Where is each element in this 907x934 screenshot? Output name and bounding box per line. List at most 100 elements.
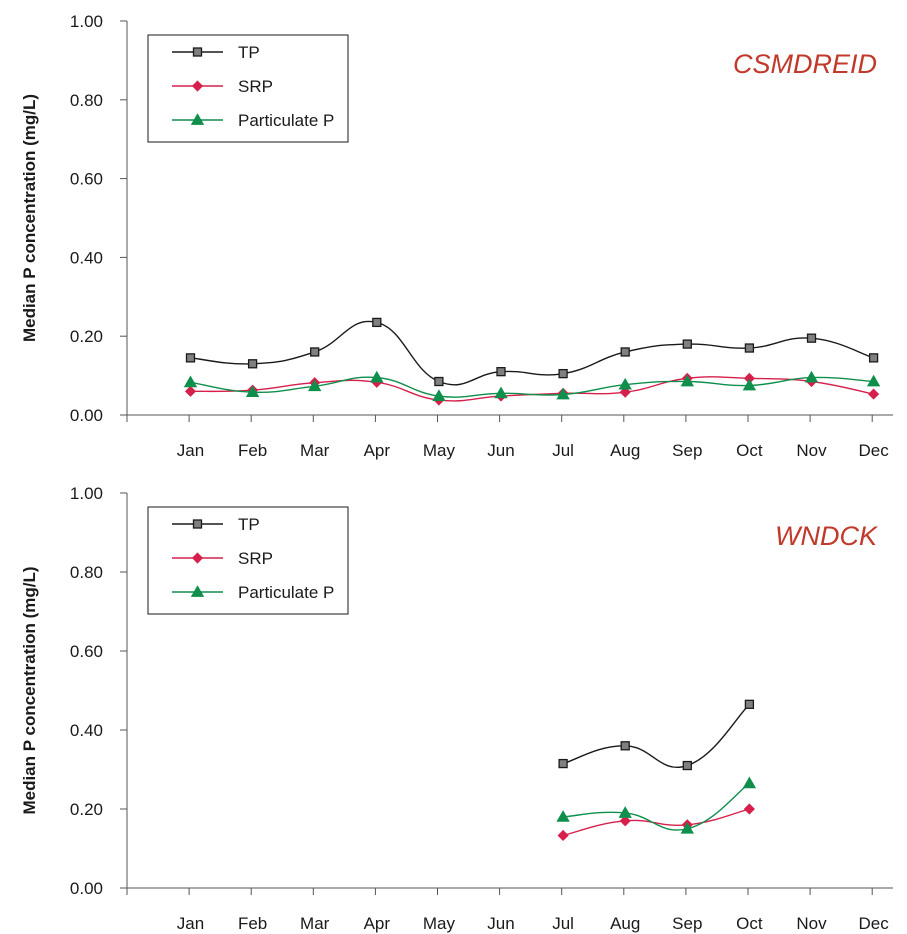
legend-label: SRP <box>238 77 273 96</box>
x-tick-label: Jun <box>487 441 514 460</box>
data-point <box>742 776 757 789</box>
data-point <box>494 386 508 399</box>
series-line <box>563 782 750 831</box>
x-tick-label: Oct <box>736 914 763 933</box>
series-line <box>562 703 750 768</box>
y-axis-title: Median P concentration (mg/L) <box>20 94 39 342</box>
data-point <box>618 377 632 390</box>
legend: TP SRP Particulate P <box>147 34 349 143</box>
series-line <box>190 320 874 386</box>
data-point <box>680 374 694 387</box>
legend-label: TP <box>238 43 260 62</box>
x-tick-label: Mar <box>300 441 330 460</box>
y-tick-label: 0.00 <box>70 406 103 425</box>
y-tick-label: 0.40 <box>70 721 103 740</box>
data-point <box>618 806 632 818</box>
data-point <box>619 386 631 398</box>
data-point <box>744 699 755 709</box>
data-point <box>496 367 506 377</box>
y-tick-label: 1.00 <box>70 12 103 31</box>
x-tick-label: Dec <box>858 914 889 933</box>
x-tick-label: Sep <box>672 441 702 460</box>
series-srp <box>557 803 755 842</box>
x-tick-label: Nov <box>796 441 827 460</box>
y-tick-label: 0.60 <box>70 642 103 661</box>
data-point <box>804 370 819 383</box>
data-point <box>183 375 198 388</box>
y-axis-title: Median P concentration (mg/L) <box>20 566 39 814</box>
chart-title: CSMDREID <box>733 49 877 79</box>
x-tick-label: Jan <box>177 441 204 460</box>
series-particulate-p <box>183 370 881 401</box>
x-tick-label: Feb <box>238 914 267 933</box>
data-point <box>619 815 631 827</box>
series-line <box>190 376 874 398</box>
legend-label: Particulate P <box>238 111 334 130</box>
x-tick-label: Jun <box>487 914 514 933</box>
data-point <box>556 387 570 400</box>
data-point <box>558 758 568 769</box>
data-point <box>245 385 260 398</box>
data-point <box>868 353 879 363</box>
x-tick-label: Jan <box>177 914 204 933</box>
legend-marker <box>191 80 204 92</box>
y-tick-label: 0.80 <box>70 563 103 582</box>
y-tick-label: 0.80 <box>70 91 103 110</box>
y-tick-label: 1.00 <box>70 484 103 503</box>
data-point <box>682 339 692 349</box>
data-point <box>620 741 630 751</box>
data-point <box>742 378 757 391</box>
x-tick-label: Apr <box>364 914 391 933</box>
legend-box <box>147 506 349 615</box>
x-tick-label: Jul <box>552 914 574 933</box>
x-tick-label: Oct <box>736 441 763 460</box>
x-tick-label: Apr <box>364 441 391 460</box>
data-point <box>868 388 880 400</box>
data-point <box>308 379 322 392</box>
data-point <box>743 803 755 815</box>
data-point <box>866 374 881 387</box>
legend-marker <box>192 47 203 57</box>
legend-label: SRP <box>238 549 273 568</box>
x-tick-label: Sep <box>672 914 702 933</box>
data-point <box>310 347 320 357</box>
data-point <box>247 359 258 369</box>
x-tick-label: Mar <box>300 914 330 933</box>
data-point <box>370 370 384 383</box>
data-point <box>556 810 570 822</box>
x-tick-label: Dec <box>858 441 889 460</box>
legend-label: Particulate P <box>238 583 334 602</box>
data-point <box>682 760 692 771</box>
data-point <box>558 368 568 379</box>
data-point <box>680 821 694 834</box>
data-point <box>620 347 630 357</box>
series-line <box>562 808 750 837</box>
x-tick-label: Jul <box>552 441 574 460</box>
chart-title: WNDCK <box>775 521 878 551</box>
legend-marker <box>190 113 205 125</box>
x-tick-label: Feb <box>238 441 267 460</box>
data-point <box>184 385 197 397</box>
series-particulate-p <box>556 776 757 834</box>
series-tp <box>185 317 879 387</box>
legend-box <box>147 34 349 143</box>
legend-label: TP <box>238 515 260 534</box>
data-point <box>557 829 569 842</box>
y-tick-label: 0.20 <box>70 327 103 346</box>
legend-marker <box>192 519 203 529</box>
data-point <box>372 317 382 328</box>
legend-marker <box>191 552 204 564</box>
chart-panel-2: 0.00 0.20 0.40 0.60 0.80 1.00 Jan Feb Mar Apr May J… <box>20 484 893 933</box>
data-point <box>744 343 755 353</box>
x-tick-label: Aug <box>610 914 640 933</box>
legend-marker <box>190 585 205 597</box>
y-tick-label: 0.20 <box>70 800 103 819</box>
y-tick-label: 0.00 <box>70 879 103 898</box>
data-point <box>434 376 444 387</box>
data-point <box>185 353 196 363</box>
chart-panel-1: 0.00 0.20 0.40 0.60 0.80 1.00 Jan Feb Mar Apr May J… <box>20 12 893 460</box>
x-tick-label: May <box>423 914 456 933</box>
data-point <box>806 333 817 343</box>
x-tick-label: Nov <box>796 914 827 933</box>
